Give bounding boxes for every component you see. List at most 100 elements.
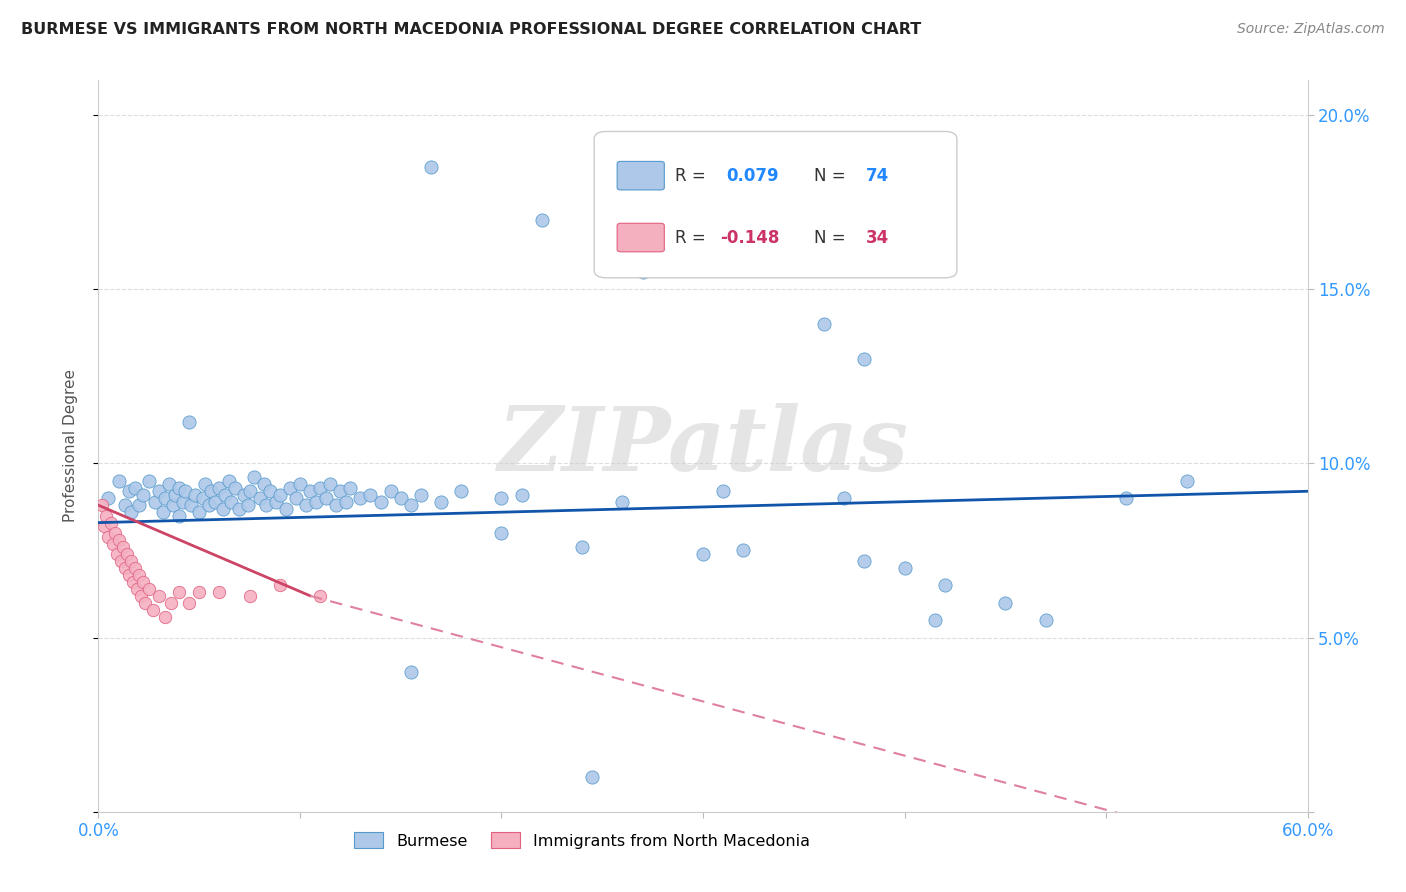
Point	[329, 484, 352, 499]
Point	[188, 505, 211, 519]
Point	[128, 498, 150, 512]
Point	[319, 477, 342, 491]
Text: R =: R =	[675, 167, 711, 185]
Point	[96, 508, 118, 523]
Point	[853, 554, 876, 568]
Point	[101, 536, 124, 550]
Text: BURMESE VS IMMIGRANTS FROM NORTH MACEDONIA PROFESSIONAL DEGREE CORRELATION CHART: BURMESE VS IMMIGRANTS FROM NORTH MACEDON…	[21, 22, 921, 37]
Point	[380, 484, 402, 499]
Point	[254, 498, 277, 512]
Point	[1115, 491, 1137, 506]
FancyBboxPatch shape	[617, 223, 664, 252]
Point	[360, 488, 382, 502]
Point	[162, 498, 184, 512]
Point	[242, 470, 264, 484]
Point	[221, 494, 243, 508]
Point	[264, 494, 287, 508]
Point	[143, 494, 166, 508]
Point	[115, 547, 138, 561]
Point	[813, 317, 835, 331]
Point	[111, 540, 134, 554]
Point	[711, 484, 734, 499]
Point	[138, 474, 160, 488]
Point	[167, 508, 190, 523]
Point	[121, 574, 143, 589]
Point	[295, 498, 318, 512]
Point	[188, 585, 211, 599]
Point	[1035, 613, 1057, 627]
Point	[853, 351, 876, 366]
Text: -0.148: -0.148	[720, 228, 779, 246]
Text: N =: N =	[814, 228, 851, 246]
Point	[510, 488, 533, 502]
Point	[157, 477, 180, 491]
Point	[132, 574, 155, 589]
Point	[631, 265, 654, 279]
Point	[214, 488, 236, 502]
Point	[138, 582, 160, 596]
Text: 74: 74	[866, 167, 890, 185]
Point	[232, 488, 254, 502]
Point	[120, 505, 142, 519]
Point	[924, 613, 946, 627]
Point	[491, 491, 513, 506]
Point	[97, 491, 120, 506]
Point	[180, 498, 202, 512]
Point	[198, 498, 221, 512]
Point	[399, 665, 422, 680]
Point	[450, 484, 472, 499]
Point	[128, 567, 150, 582]
Point	[692, 547, 714, 561]
Point	[288, 477, 311, 491]
Point	[305, 494, 328, 508]
Point	[179, 415, 201, 429]
Point	[832, 491, 855, 506]
Point	[409, 488, 432, 502]
Point	[733, 543, 755, 558]
Point	[193, 491, 215, 506]
Text: ZIPatlas: ZIPatlas	[498, 403, 908, 489]
Point	[172, 494, 194, 508]
Point	[120, 554, 142, 568]
Text: Source: ZipAtlas.com: Source: ZipAtlas.com	[1237, 22, 1385, 37]
Point	[278, 481, 301, 495]
Point	[105, 547, 128, 561]
Point	[430, 494, 453, 508]
Point	[118, 567, 141, 582]
Point	[132, 488, 155, 502]
Point	[184, 488, 207, 502]
Point	[148, 589, 170, 603]
Point	[114, 498, 136, 512]
Point	[125, 582, 148, 596]
Point	[349, 491, 371, 506]
Point	[153, 491, 176, 506]
Point	[389, 491, 412, 506]
Point	[299, 484, 322, 499]
Point	[212, 501, 235, 516]
Point	[571, 540, 593, 554]
Point	[152, 505, 174, 519]
Point	[153, 609, 176, 624]
Text: 0.079: 0.079	[725, 167, 779, 185]
Point	[93, 519, 115, 533]
Point	[97, 530, 120, 544]
Point	[179, 596, 201, 610]
Point	[335, 494, 357, 508]
Point	[239, 484, 262, 499]
Point	[284, 491, 307, 506]
Point	[1175, 474, 1198, 488]
Point	[399, 498, 422, 512]
Point	[208, 481, 231, 495]
Point	[142, 603, 165, 617]
Point	[167, 585, 190, 599]
Point	[200, 484, 222, 499]
Point	[339, 481, 361, 495]
Point	[269, 488, 291, 502]
Legend: Burmese, Immigrants from North Macedonia: Burmese, Immigrants from North Macedonia	[349, 826, 815, 855]
Point	[163, 488, 186, 502]
Point	[224, 481, 246, 495]
Point	[194, 477, 217, 491]
Point	[107, 474, 129, 488]
FancyBboxPatch shape	[617, 161, 664, 190]
Point	[934, 578, 956, 592]
